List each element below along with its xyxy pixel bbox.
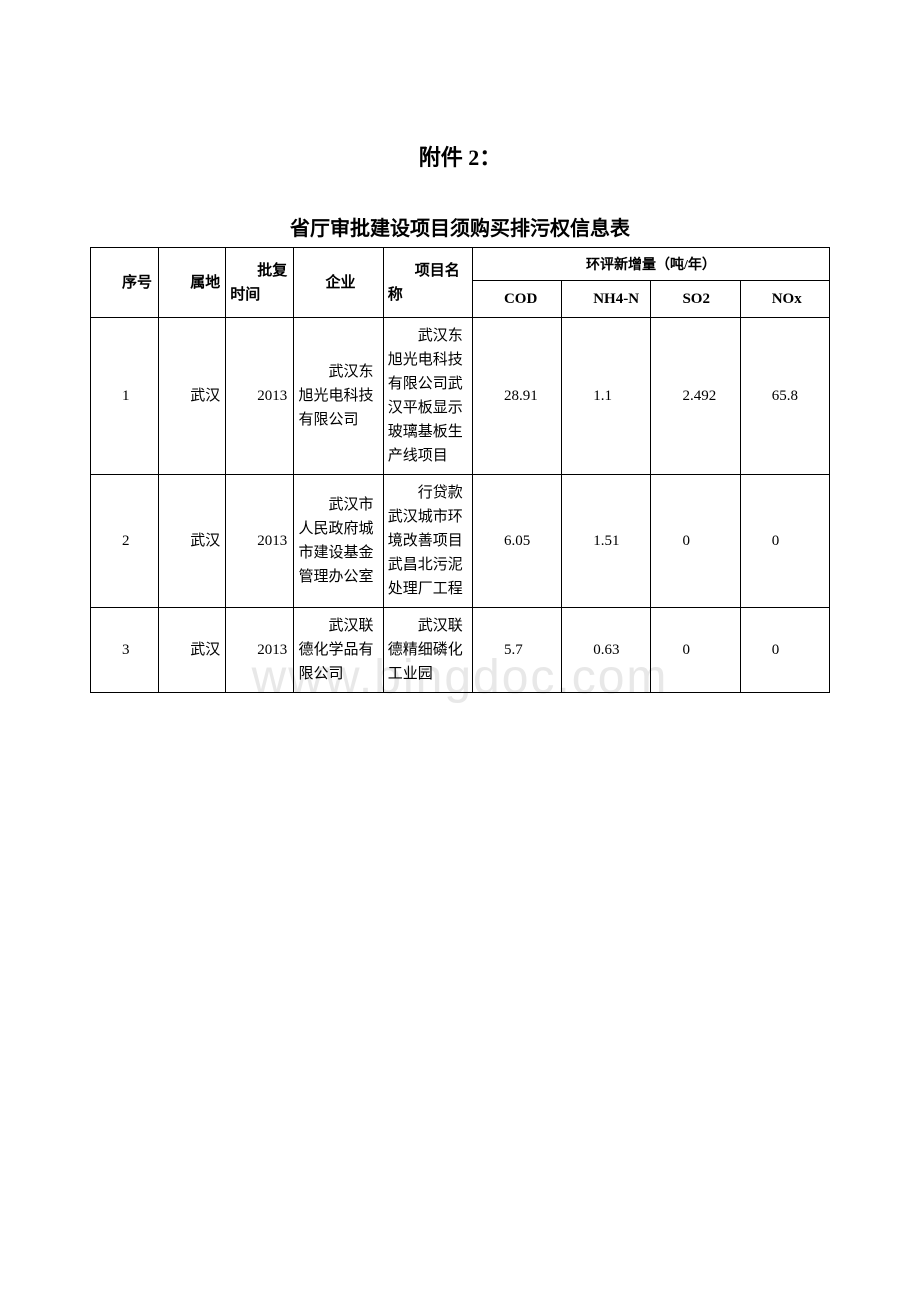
information-table: 序号 属地 批复时间 企业 项目名称 环评新增量（吨/年） COD NH4-N …: [90, 247, 830, 693]
cell-region: 武汉: [159, 608, 226, 693]
header-increment: 环评新增量（吨/年）: [472, 248, 829, 281]
cell-region: 武汉: [159, 475, 226, 608]
cell-project-name: 武汉东旭光电科技有限公司武汉平板显示玻璃基板生产线项目: [383, 318, 472, 475]
cell-project-name: 行贷款武汉城市环境改善项目武昌北污泥处理厂工程: [383, 475, 472, 608]
table-row: 2 武汉 2013 武汉市人民政府城市建设基金管理办公室 行贷款武汉城市环境改善…: [91, 475, 830, 608]
attachment-label: 附件 2：: [90, 140, 830, 172]
header-project-name: 项目名称: [383, 248, 472, 318]
cell-nox: 0: [740, 475, 829, 608]
cell-nox: 65.8: [740, 318, 829, 475]
table-body: 1 武汉 2013 武汉东旭光电科技有限公司 武汉东旭光电科技有限公司武汉平板显…: [91, 318, 830, 693]
header-nox: NOx: [740, 281, 829, 318]
cell-nox: 0: [740, 608, 829, 693]
cell-approval-time: 2013: [226, 475, 294, 608]
header-region: 属地: [159, 248, 226, 318]
table-row: 1 武汉 2013 武汉东旭光电科技有限公司 武汉东旭光电科技有限公司武汉平板显…: [91, 318, 830, 475]
cell-cod: 28.91: [472, 318, 561, 475]
cell-nh4n: 1.51: [562, 475, 651, 608]
cell-nh4n: 1.1: [562, 318, 651, 475]
cell-seq: 2: [91, 475, 159, 608]
cell-so2: 0: [651, 608, 740, 693]
cell-nh4n: 0.63: [562, 608, 651, 693]
header-so2: SO2: [651, 281, 740, 318]
content-wrapper: 附件 2： 省厅审批建设项目须购买排污权信息表 序号 属地 批复时间 企业 项目…: [90, 140, 830, 693]
cell-so2: 0: [651, 475, 740, 608]
cell-approval-time: 2013: [226, 318, 294, 475]
cell-cod: 5.7: [472, 608, 561, 693]
header-approval-time: 批复时间: [226, 248, 294, 318]
header-enterprise: 企业: [294, 248, 383, 318]
cell-seq: 1: [91, 318, 159, 475]
cell-enterprise: 武汉市人民政府城市建设基金管理办公室: [294, 475, 383, 608]
table-header-row-1: 序号 属地 批复时间 企业 项目名称 环评新增量（吨/年）: [91, 248, 830, 281]
header-nh4n: NH4-N: [562, 281, 651, 318]
cell-cod: 6.05: [472, 475, 561, 608]
cell-region: 武汉: [159, 318, 226, 475]
cell-enterprise: 武汉东旭光电科技有限公司: [294, 318, 383, 475]
table-row: 3 武汉 2013 武汉联德化学品有限公司 武汉联德精细磷化工业园 5.7 0.…: [91, 608, 830, 693]
header-seq: 序号: [91, 248, 159, 318]
cell-project-name: 武汉联德精细磷化工业园: [383, 608, 472, 693]
header-cod: COD: [472, 281, 561, 318]
cell-approval-time: 2013: [226, 608, 294, 693]
cell-so2: 2.492: [651, 318, 740, 475]
table-title: 省厅审批建设项目须购买排污权信息表: [90, 212, 830, 241]
cell-seq: 3: [91, 608, 159, 693]
cell-enterprise: 武汉联德化学品有限公司: [294, 608, 383, 693]
